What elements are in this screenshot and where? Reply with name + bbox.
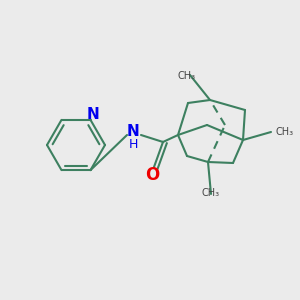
- Text: CH₃: CH₃: [276, 127, 294, 137]
- Text: H: H: [128, 139, 138, 152]
- Text: N: N: [87, 107, 100, 122]
- Text: N: N: [127, 124, 140, 140]
- Text: CH₃: CH₃: [202, 188, 220, 198]
- Text: O: O: [145, 166, 159, 184]
- Text: CH₃: CH₃: [178, 71, 196, 81]
